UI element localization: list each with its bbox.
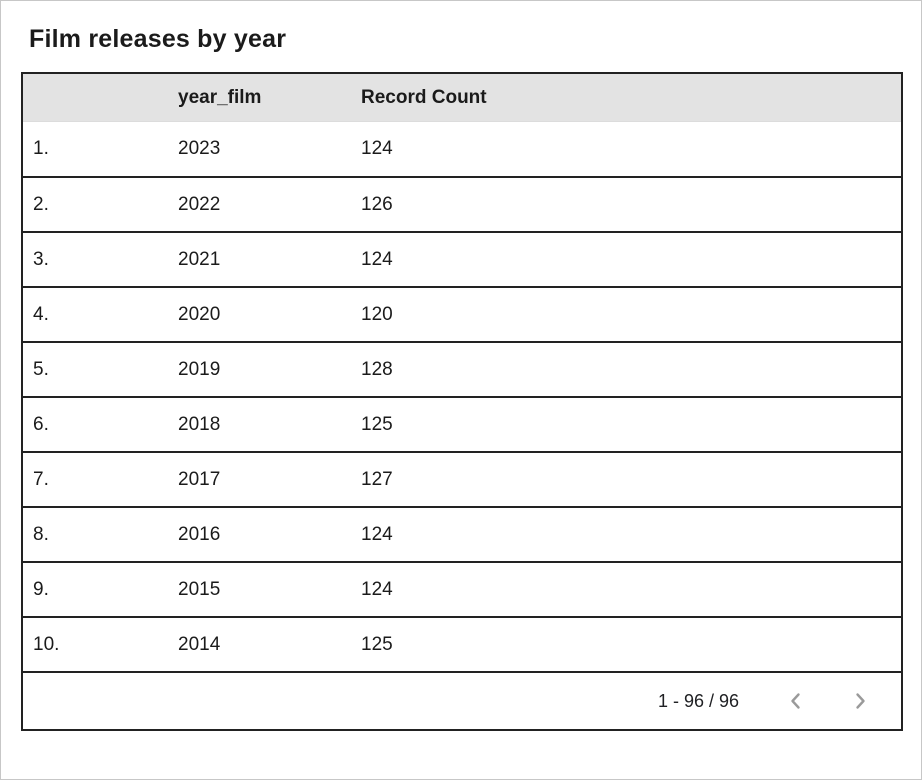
pagination-range-label: 1 - 96 / 96 [657, 690, 739, 711]
cell-record-count: 124 [361, 248, 393, 270]
cell-year-film: 2014 [178, 633, 221, 655]
row-index: 1. [33, 138, 49, 159]
cell-record-count: 124 [361, 523, 393, 545]
cell-year-film: 2020 [178, 303, 221, 325]
next-page-button[interactable] [845, 686, 875, 716]
cell-record-count: 125 [361, 633, 393, 655]
chevron-left-icon [785, 690, 807, 712]
prev-page-button[interactable] [781, 686, 811, 716]
cell-year-film: 2017 [178, 468, 221, 490]
cell-record-count: 126 [361, 193, 393, 215]
row-index: 5. [33, 358, 49, 380]
table-row: 8. 2016 124 [23, 506, 901, 561]
cell-year-film: 2023 [178, 138, 221, 159]
cell-year-film: 2022 [178, 193, 221, 215]
row-index: 4. [33, 303, 49, 325]
table-row: 2. 2022 126 [23, 176, 901, 231]
data-table: year_film Record Count 1. 2023 124 2. 20… [21, 72, 903, 731]
row-index: 9. [33, 578, 49, 600]
cell-record-count: 127 [361, 468, 393, 490]
table-row: 9. 2015 124 [23, 561, 901, 616]
table-row: 7. 2017 127 [23, 451, 901, 506]
cell-year-film: 2016 [178, 523, 221, 545]
row-index: 3. [33, 248, 49, 270]
page-title: Film releases by year [29, 25, 287, 53]
table-row: 6. 2018 125 [23, 396, 901, 451]
row-index: 8. [33, 523, 49, 545]
cell-year-film: 2018 [178, 413, 221, 435]
table-row: 3. 2021 124 [23, 231, 901, 286]
cell-year-film: 2021 [178, 248, 221, 270]
table-row: 5. 2019 128 [23, 341, 901, 396]
cell-record-count: 125 [361, 413, 393, 435]
table-row: 10. 2014 125 [23, 616, 901, 671]
header-cell-year-film[interactable]: year_film [178, 86, 262, 108]
row-index: 2. [33, 193, 49, 215]
cell-record-count: 124 [361, 578, 393, 600]
cell-year-film: 2019 [178, 358, 221, 380]
cell-record-count: 128 [361, 358, 393, 380]
header-cell-record-count[interactable]: Record Count [361, 86, 487, 108]
row-index: 10. [33, 633, 60, 655]
row-index: 6. [33, 413, 49, 435]
table-row: 4. 2020 120 [23, 286, 901, 341]
cell-record-count: 124 [361, 138, 393, 159]
table-header-row: year_film Record Count [23, 74, 901, 121]
table-row: 1. 2023 124 [23, 121, 901, 176]
cell-record-count: 120 [361, 303, 393, 325]
table-footer: 1 - 96 / 96 [23, 671, 901, 729]
row-index: 7. [33, 468, 49, 490]
cell-year-film: 2015 [178, 578, 221, 600]
chevron-right-icon [849, 690, 871, 712]
